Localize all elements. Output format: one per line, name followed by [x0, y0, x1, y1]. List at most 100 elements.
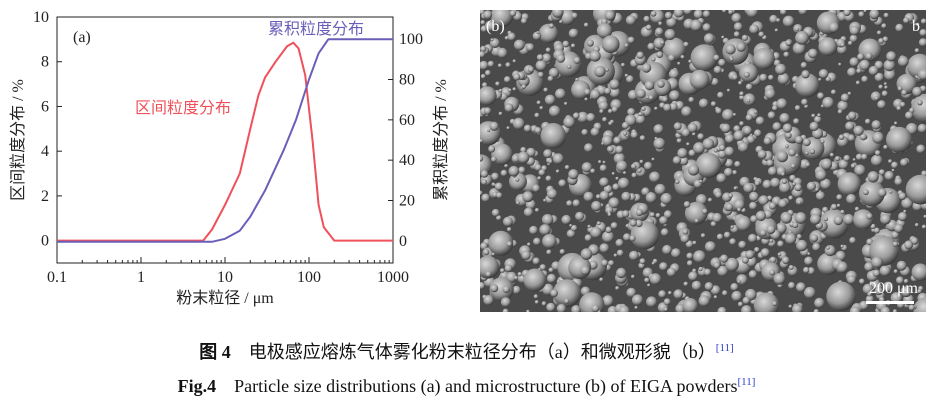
powder-particle: [854, 164, 866, 176]
powder-particle: [622, 131, 628, 136]
powder-particle: [792, 303, 803, 312]
powder-particle: [874, 72, 884, 82]
powder-particle: [818, 77, 822, 82]
powder-particle: [683, 281, 689, 287]
powder-particle: [646, 296, 657, 308]
powder-particle: [836, 261, 848, 274]
powder-particle: [654, 106, 658, 111]
powder-particle: [905, 174, 926, 205]
powder-particle: [547, 75, 554, 82]
powder-particle: [759, 229, 767, 237]
powder-particle: [504, 163, 508, 168]
powder-particle: [843, 154, 851, 162]
powder-particle: [737, 280, 741, 284]
powder-particle: [783, 51, 790, 58]
powder-particle: [564, 101, 568, 106]
powder-particle: [828, 22, 840, 33]
powder-particle: [905, 111, 913, 120]
powder-particle: [584, 88, 591, 96]
powder-particle: [892, 309, 898, 312]
y-right-tick-label: 100: [399, 31, 423, 48]
powder-particle: [693, 142, 705, 154]
powder-particle: [855, 153, 863, 161]
powder-particle: [695, 152, 722, 179]
powder-particle: [882, 281, 894, 293]
powder-particle: [840, 209, 845, 215]
panel-label: (a): [73, 29, 91, 46]
powder-particle: [904, 240, 914, 250]
powder-particle: [913, 297, 926, 312]
powder-particle: [825, 76, 831, 82]
powder-particle: [713, 65, 722, 74]
powder-particle: [745, 256, 757, 268]
caption-cn-ref[interactable]: [11]: [715, 342, 734, 354]
powder-particle: [572, 199, 581, 207]
powder-particle: [781, 179, 787, 184]
powder-particle: [810, 234, 819, 243]
powder-particle: [502, 216, 513, 227]
powder-particle: [500, 297, 511, 308]
powder-particle: [580, 265, 590, 276]
powder-particle: [800, 62, 808, 69]
x-axis-label: 粉末粒径 / μm: [176, 289, 274, 307]
powder-particle: [835, 250, 846, 262]
powder-particle: [824, 245, 836, 257]
powder-particle: [796, 234, 802, 240]
powder-particle: [504, 264, 513, 273]
powder-particle: [564, 298, 570, 304]
y-left-tick-label: 4: [41, 143, 49, 160]
powder-particle: [658, 290, 667, 298]
powder-particle: [766, 224, 776, 235]
powder-particle: [840, 244, 844, 248]
powder-particle: [621, 191, 631, 202]
powder-particle: [540, 123, 567, 149]
powder-particle: [746, 10, 759, 18]
powder-particle: [481, 193, 490, 203]
powder-particle: [712, 212, 722, 223]
powder-particle: [901, 197, 913, 210]
powder-particle: [809, 148, 815, 155]
powder-particle: [785, 132, 792, 139]
powder-particle: [853, 209, 874, 230]
powder-particle: [901, 89, 908, 96]
powder-particle: [892, 241, 898, 247]
powder-particle: [487, 129, 491, 132]
powder-particle: [689, 69, 710, 90]
powder-particle: [883, 82, 887, 86]
powder-particle: [651, 261, 655, 265]
powder-particle: [490, 284, 499, 293]
powder-particle: [534, 112, 540, 118]
powder-particle: [883, 59, 896, 72]
powder-particle: [508, 165, 520, 177]
powder-particle: [649, 273, 662, 285]
caption-en-ref[interactable]: [11]: [737, 376, 756, 388]
powder-particle: [749, 24, 759, 34]
powder-particle: [802, 138, 811, 147]
powder-particle: [772, 301, 778, 307]
powder-particle: [556, 303, 567, 312]
powder-particle: [792, 42, 806, 55]
powder-particle: [596, 221, 601, 226]
powder-particle: [559, 19, 563, 24]
powder-particle: [817, 92, 825, 100]
powder-particle: [877, 188, 887, 198]
powder-particle: [826, 246, 830, 250]
powder-particle: [811, 113, 816, 118]
y-right-tick-label: 0: [399, 233, 407, 250]
powder-particle: [552, 153, 564, 165]
powder-particle: [805, 162, 811, 168]
powder-particle: [801, 70, 810, 79]
powder-particle: [657, 80, 665, 88]
powder-particle: [859, 133, 867, 141]
powder-particle: [570, 43, 576, 48]
powder-particle: [872, 131, 884, 144]
powder-particle: [871, 120, 881, 130]
powder-particle: [785, 144, 789, 148]
powder-particle: [608, 121, 613, 126]
powder-particle: [845, 121, 855, 131]
powder-particle: [646, 95, 650, 99]
powder-particle: [532, 31, 542, 41]
powder-particle: [663, 298, 671, 306]
powder-particle: [795, 154, 799, 158]
powder-particle: [755, 116, 765, 126]
